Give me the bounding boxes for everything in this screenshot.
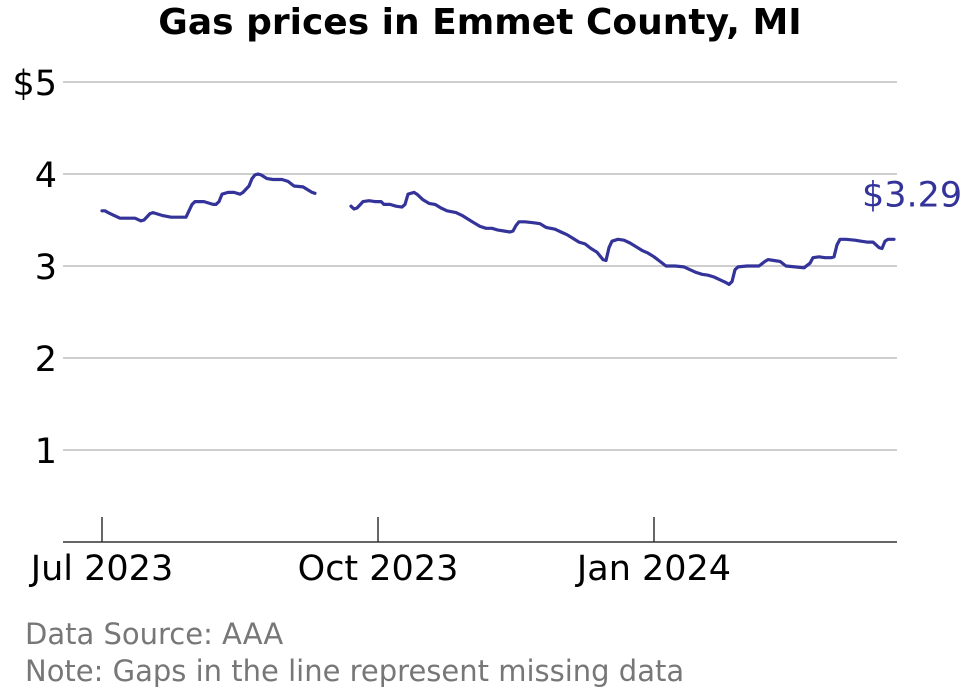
end-value-label-group: $3.29 — [862, 175, 962, 215]
price-series — [100, 172, 896, 286]
price-line-segment-1 — [100, 172, 317, 223]
x-tick-label-2: Jan 2024 — [575, 549, 731, 589]
y-tick-label-5: $5 — [12, 64, 57, 104]
x-axis: Jul 2023 Oct 2023 Jan 2024 — [29, 517, 897, 589]
gridlines — [63, 81, 897, 451]
price-line-segment-2 — [349, 190, 896, 286]
end-value-label: $3.29 — [862, 175, 962, 215]
data-source-note: Data Source: AAA — [25, 617, 284, 651]
x-tick-label-0: Jul 2023 — [29, 549, 173, 589]
y-tick-label-4: 4 — [35, 156, 57, 196]
gaps-note: Note: Gaps in the line represent missing… — [25, 654, 685, 688]
y-tick-label-3: 3 — [35, 248, 57, 288]
y-axis-tick-labels: 1 2 3 4 $5 — [12, 64, 57, 472]
line-chart: 1 2 3 4 $5 Jul 2023 Oct 2023 Jan 2024 $3.29 — [12, 64, 962, 589]
x-tick-label-1: Oct 2023 — [298, 549, 459, 589]
y-tick-label-1: 1 — [35, 432, 57, 472]
y-tick-label-2: 2 — [35, 340, 57, 380]
chart-title: Gas prices in Emmet County, MI — [158, 2, 802, 43]
